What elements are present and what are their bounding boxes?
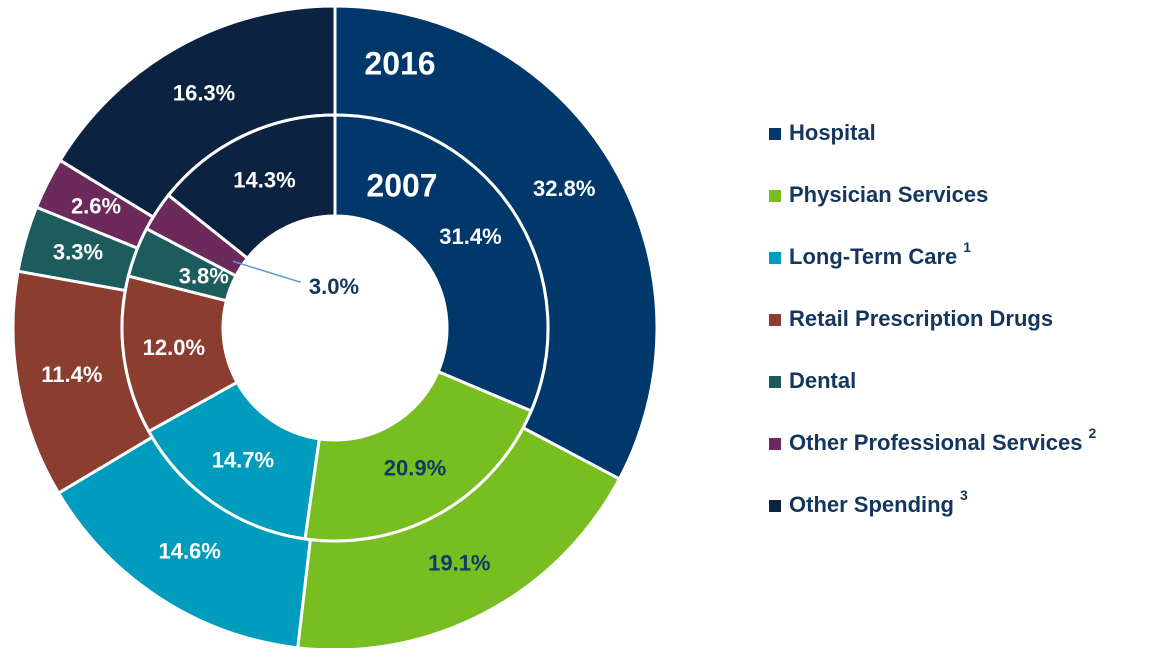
- legend-text: Retail Prescription Drugs: [789, 306, 1053, 331]
- slice-label: 31.4%: [439, 224, 501, 249]
- slice-label: 3.8%: [179, 264, 229, 289]
- legend-swatch: [769, 376, 781, 388]
- slice-label: 11.4%: [41, 362, 102, 387]
- legend-footnote: 3: [960, 487, 968, 503]
- legend-swatch: [769, 252, 781, 264]
- legend-label: Other Spending 3: [789, 487, 968, 517]
- slice-label: 16.3%: [173, 81, 235, 106]
- legend-footnote: 1: [963, 239, 971, 255]
- legend-text: Other Spending: [789, 492, 954, 517]
- legend-swatch: [769, 314, 781, 326]
- legend-label: Retail Prescription Drugs: [789, 306, 1053, 331]
- slice-label: 20.9%: [384, 455, 446, 480]
- legend-swatch: [769, 500, 781, 512]
- legend-text: Dental: [789, 368, 856, 393]
- legend-text: Physician Services: [789, 182, 988, 207]
- ring-name: 2007: [366, 167, 437, 203]
- legend-swatch: [769, 128, 781, 140]
- leader-line: [232, 260, 302, 284]
- slice-label: 14.6%: [158, 538, 220, 563]
- donut-slice: [303, 369, 534, 543]
- slice-label: 12.0%: [143, 335, 205, 360]
- legend-text: Other Professional Services: [789, 430, 1082, 455]
- legend-label: Dental: [789, 368, 856, 393]
- slice-label: 14.3%: [233, 167, 295, 192]
- legend-swatch: [769, 438, 781, 450]
- slice-label: 3.0%: [309, 274, 359, 299]
- donut-slice: [146, 380, 321, 541]
- slice-label: 14.7%: [212, 448, 274, 473]
- legend-text: Hospital: [789, 120, 876, 145]
- slice-label: 3.3%: [53, 240, 103, 265]
- slice-label: 32.8%: [533, 176, 595, 201]
- slice-label: 19.1%: [428, 551, 490, 576]
- legend-swatch: [769, 190, 781, 202]
- legend-text: Long-Term Care: [789, 244, 957, 269]
- legend-label: Physician Services: [789, 182, 988, 207]
- ring-name: 2016: [364, 45, 435, 81]
- legend-label: Long-Term Care 1: [789, 239, 971, 269]
- legend-label: Other Professional Services 2: [789, 425, 1096, 455]
- donut-slice: [333, 113, 550, 413]
- slice-label: 2.6%: [71, 194, 121, 219]
- legend-footnote: 2: [1088, 425, 1096, 441]
- legend-label: Hospital: [789, 120, 876, 145]
- donut-slice: [166, 113, 337, 261]
